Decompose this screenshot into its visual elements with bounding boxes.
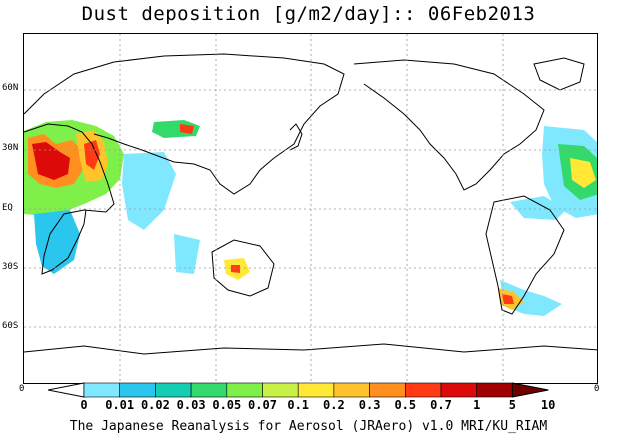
coast-south-america [485, 195, 565, 315]
dust-map [23, 33, 598, 384]
dust-patagonia-core [502, 294, 514, 304]
colorbar-tick-label: 0.07 [248, 398, 277, 412]
colorbar-box [226, 382, 263, 398]
dust-taklamakan-core [180, 124, 194, 134]
colorbar-tick-label: 0.2 [323, 398, 345, 412]
lat-label-eq: EQ [2, 203, 13, 213]
colorbar-tick-label: 1 [473, 398, 481, 412]
colorbar-box [476, 382, 513, 398]
colorbar-box [333, 382, 370, 398]
colorbar-tick-label: 0.02 [140, 398, 170, 412]
colorbar-tick-label: 10 [540, 398, 556, 412]
coast-north-america [353, 59, 545, 191]
coast-eurasia [24, 53, 345, 195]
colorbar-tick-label: 0.03 [176, 398, 206, 412]
dust-field [24, 120, 597, 316]
colorbar-arrow-left [48, 382, 85, 398]
dust-arabia-core [84, 140, 100, 170]
coast-japan [289, 123, 303, 151]
lon-label-left: 0 [19, 384, 25, 394]
colorbar-box [404, 382, 442, 398]
dust-atlantic-core [570, 158, 596, 188]
colorbar-tick-label: 0.05 [212, 398, 242, 412]
lon-label-right: 0 [594, 384, 600, 394]
colorbar-box [297, 382, 335, 398]
colorbar-tick-label: 0.01 [105, 398, 135, 412]
coastlines [24, 53, 597, 355]
colorbar-box [440, 382, 478, 398]
colorbar-tick-label: 0.3 [358, 398, 381, 412]
map-canvas [24, 34, 597, 383]
colorbar-tick-label: 0.5 [394, 398, 417, 412]
credit-footer: The Japanese Reanalysis for Aerosol (JRA… [69, 419, 548, 434]
dust-australia-core [231, 265, 240, 273]
coast-africa [24, 123, 115, 275]
colorbar-tick-label: 5 [508, 398, 516, 412]
dust-arabian-sea [122, 152, 176, 230]
map-title: Dust deposition [g/m2/day]:: 06Feb2013 [81, 3, 536, 25]
colorbar-tick-label: 0.1 [287, 398, 310, 412]
lat-label-30n: 30N [2, 143, 19, 153]
colorbar-box [83, 382, 121, 398]
dust-indian-ocean [174, 234, 200, 274]
lat-label-60s: 60S [2, 321, 19, 331]
colorbar-box [369, 382, 406, 398]
colorbar-box [190, 382, 228, 398]
colorbar [48, 382, 549, 398]
colorbar-box [119, 382, 156, 398]
colorbar-tick-label: 0 [80, 398, 88, 412]
colorbar-arrow-right [511, 382, 549, 398]
coast-australia [211, 239, 275, 297]
lat-label-60n: 60N [2, 83, 19, 93]
coast-greenland [533, 57, 585, 91]
coast-antarctica [24, 343, 597, 355]
colorbar-box [155, 382, 192, 398]
dust-core-sahara-red [32, 142, 70, 180]
colorbar-box [262, 382, 299, 398]
dust-taklamakan [152, 120, 200, 138]
dust-africa-south [34, 210, 80, 274]
graticule [24, 34, 597, 383]
dust-caribbean [510, 196, 566, 220]
lat-label-30s: 30S [2, 262, 19, 272]
colorbar-tick-label: 0.7 [430, 398, 452, 412]
